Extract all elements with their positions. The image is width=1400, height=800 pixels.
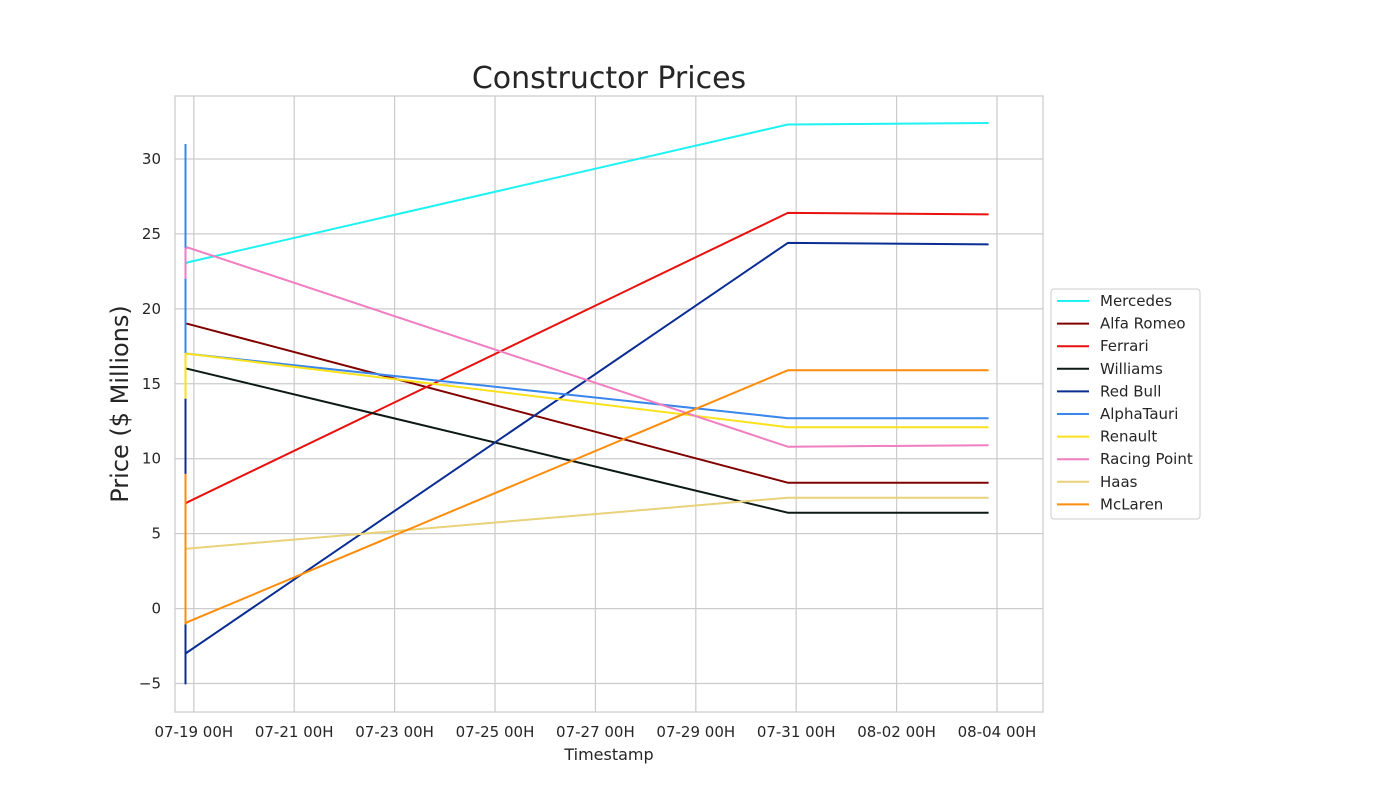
x-tick-label: 08-04 00H xyxy=(958,723,1037,741)
x-tick-label: 07-29 00H xyxy=(656,723,735,741)
legend-label: Alfa Romeo xyxy=(1100,315,1186,333)
legend-label: Mercedes xyxy=(1100,292,1172,310)
x-tick-label: 07-19 00H xyxy=(154,723,233,741)
x-axis-label: Timestamp xyxy=(563,745,653,764)
legend-label: Williams xyxy=(1100,360,1163,378)
y-tick-label: 0 xyxy=(151,600,161,618)
plot-frame xyxy=(174,95,1044,713)
legend-item-alfa-romeo: Alfa Romeo xyxy=(1057,315,1186,333)
y-axis-label: Price ($ Millions) xyxy=(106,305,134,503)
legend-item-ferrari: Ferrari xyxy=(1057,337,1149,355)
legend-label: Red Bull xyxy=(1100,382,1161,400)
legend-label: Racing Point xyxy=(1100,450,1193,468)
legend-item-mclaren: McLaren xyxy=(1057,495,1163,513)
legend-label: AlphaTauri xyxy=(1100,405,1178,423)
legend-item-alphatauri: AlphaTauri xyxy=(1057,405,1178,423)
y-tick-label: −5 xyxy=(139,675,161,693)
x-tick-label: 08-02 00H xyxy=(857,723,936,741)
x-tick-label: 07-23 00H xyxy=(355,723,434,741)
legend-item-williams: Williams xyxy=(1057,360,1163,378)
legend-item-racing-point: Racing Point xyxy=(1057,450,1193,468)
series-line-mclaren xyxy=(184,369,989,625)
legend-item-renault: Renault xyxy=(1057,428,1157,446)
y-tick-label: 20 xyxy=(142,300,161,318)
legend-item-red-bull: Red Bull xyxy=(1057,382,1161,400)
x-tick-label: 07-31 00H xyxy=(757,723,836,741)
x-tick-label: 07-25 00H xyxy=(456,723,535,741)
legend-label: Haas xyxy=(1100,473,1138,491)
legend-item-haas: Haas xyxy=(1057,473,1138,491)
legend: Mercedes Alfa Romeo Ferrari Williams Red Bul… xyxy=(1050,288,1201,520)
y-tick-label: 30 xyxy=(142,150,161,168)
grid xyxy=(175,96,1043,712)
legend-items: Mercedes Alfa Romeo Ferrari Williams Red Bul… xyxy=(1057,292,1193,513)
y-tick-label: 5 xyxy=(151,525,161,543)
tick-labels: 07-19 00H 07-21 00H 07-23 00H 07-25 00H 07-2… xyxy=(139,150,1036,741)
legend-item-mercedes: Mercedes xyxy=(1057,292,1172,310)
series-line-renault xyxy=(184,352,989,429)
y-tick-label: 15 xyxy=(142,375,161,393)
series-lines xyxy=(184,122,989,685)
legend-label: Renault xyxy=(1100,428,1157,446)
x-tick-label: 07-27 00H xyxy=(556,723,635,741)
x-tick-label: 07-21 00H xyxy=(255,723,334,741)
legend-label: Ferrari xyxy=(1100,337,1149,355)
chart-title: Constructor Prices xyxy=(472,61,746,96)
legend-label: McLaren xyxy=(1100,495,1163,513)
y-tick-label: 10 xyxy=(142,450,161,468)
series-line-racing-point xyxy=(184,246,989,448)
y-tick-label: 25 xyxy=(142,225,161,243)
